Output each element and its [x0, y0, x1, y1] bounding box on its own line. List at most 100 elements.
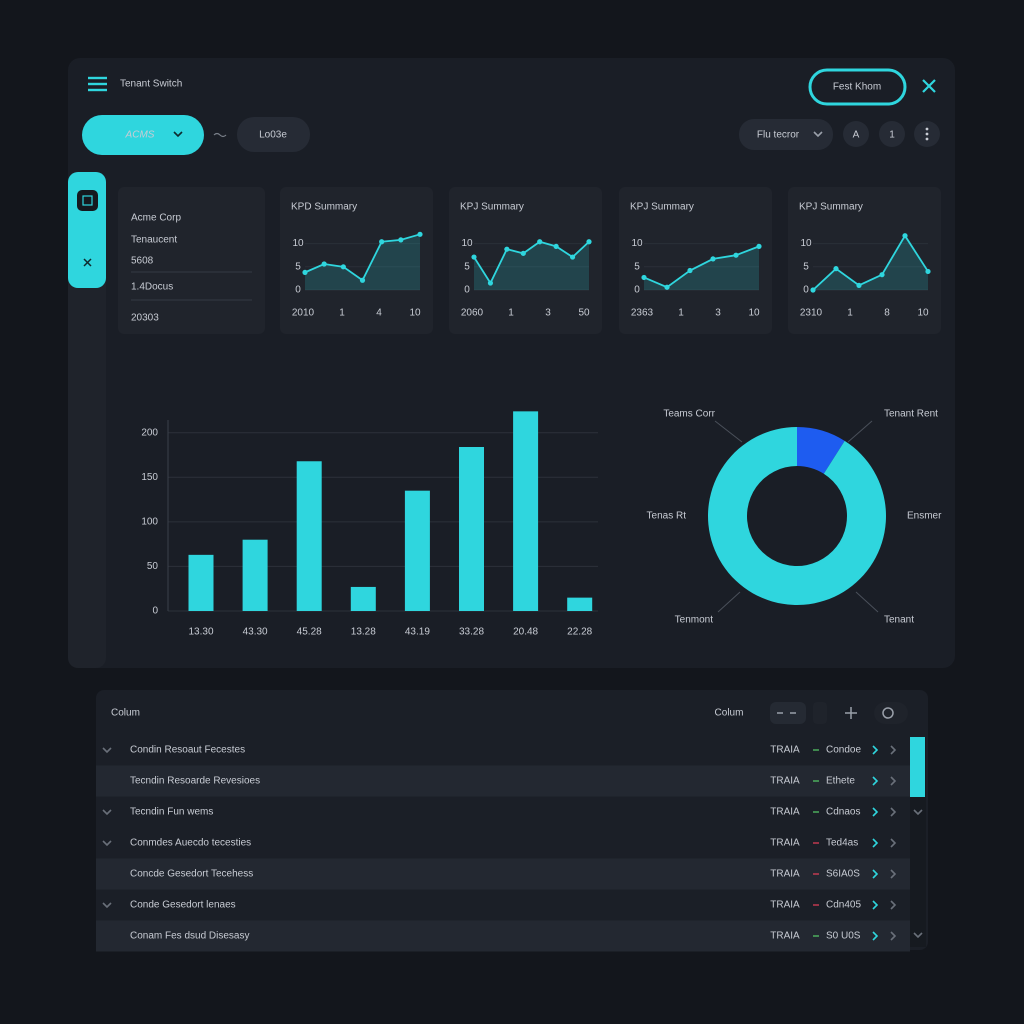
- menu-icon-line: [88, 88, 107, 92]
- menu-icon-line: [88, 76, 107, 80]
- kpi-x-label: 8: [884, 308, 890, 319]
- kpi-point: [641, 274, 647, 281]
- row-chevron: [872, 931, 879, 941]
- kpi-area: [644, 246, 759, 290]
- tenant-select[interactable]: [82, 115, 204, 155]
- filter-select[interactable]: [739, 119, 833, 150]
- donut-annotation: Tenas Rt: [647, 511, 687, 522]
- leader-line: [855, 591, 879, 613]
- filter-label: Flu tecror: [757, 130, 800, 141]
- donut-segment: [797, 427, 845, 474]
- y-tick-label: 200: [141, 427, 158, 438]
- kpi-point: [810, 287, 816, 293]
- sidebar-close[interactable]: [83, 258, 92, 267]
- row-chevron-muted: [890, 869, 897, 879]
- row-name: Tecndin Fun wems: [130, 807, 213, 818]
- tenant-select-chevron: [173, 131, 183, 138]
- table-control-ring: [882, 707, 894, 719]
- kpi-point: [664, 284, 670, 290]
- kpi-point: [833, 266, 839, 272]
- kpi-point: [417, 231, 423, 237]
- kpi-x-label: 1: [339, 308, 345, 319]
- donut-annotation: Teams Corr: [663, 409, 715, 420]
- kpi-point: [569, 254, 576, 260]
- kpi-point: [537, 239, 543, 245]
- table-control[interactable]: [770, 702, 806, 724]
- kpi-y-tick-label: 5: [803, 261, 809, 272]
- kpi-card: [619, 187, 772, 334]
- kpi-card: [449, 187, 602, 334]
- table-control[interactable]: [813, 702, 827, 724]
- table-row[interactable]: [96, 858, 910, 890]
- search-label: Lo03e: [259, 130, 287, 141]
- kpi-card: [280, 187, 433, 334]
- kpi-x-label: 4: [376, 308, 382, 319]
- kpi-point: [487, 280, 494, 286]
- row-code: TRAIA: [770, 776, 800, 787]
- kpi-point: [302, 269, 308, 275]
- x-tick-label: 20.48: [513, 627, 538, 638]
- kpi-x-label: 1: [847, 308, 853, 319]
- bar: [188, 554, 214, 611]
- row-name: Condin Resoaut Fecestes: [130, 745, 245, 756]
- kpi-x-label: 50: [578, 308, 590, 319]
- row-status: Cdnaos: [826, 807, 860, 818]
- scroll-arrow: [913, 809, 923, 816]
- kpi-point: [520, 250, 526, 256]
- scroll-thumb[interactable]: [910, 737, 925, 797]
- tenant-name: Acme Corp: [131, 213, 181, 224]
- x-tick-label: 13.28: [351, 627, 376, 638]
- kpi-point: [856, 282, 862, 288]
- kpi-x-label: 3: [545, 308, 551, 319]
- table-control[interactable]: [874, 702, 908, 724]
- kpi-x-label: 10: [748, 308, 760, 319]
- icon-button[interactable]: [843, 121, 869, 147]
- table-title: Colum: [111, 708, 140, 719]
- y-tick-label: 100: [141, 517, 158, 528]
- row-expand: [102, 747, 112, 754]
- more-dot: [925, 132, 929, 136]
- table-row[interactable]: [96, 765, 910, 797]
- kpi-x-label: 2010: [292, 308, 315, 319]
- kpi-point: [733, 252, 739, 258]
- row-status: Condoe: [826, 745, 861, 756]
- kpi-line: [812, 233, 929, 291]
- kpi-area: [474, 241, 589, 290]
- search-pill[interactable]: [237, 117, 310, 152]
- table-row[interactable]: [96, 796, 910, 828]
- kpi-point: [321, 261, 327, 267]
- kpi-point: [553, 243, 559, 249]
- table-row[interactable]: [96, 827, 910, 859]
- bar: [567, 597, 593, 611]
- kpi-x-label: 2310: [800, 308, 823, 319]
- add-icon[interactable]: [845, 707, 857, 719]
- icon-button[interactable]: [879, 121, 905, 147]
- action-button[interactable]: [808, 68, 907, 106]
- kpi-point: [710, 256, 716, 262]
- kpi-title: KPJ Summary: [630, 202, 694, 213]
- row-chevron: [872, 838, 879, 848]
- tenant-line: 5608: [131, 256, 154, 267]
- bar: [350, 586, 376, 611]
- x-tick-label: 43.30: [243, 627, 268, 638]
- kpi-area: [305, 234, 420, 290]
- row-name: Conam Fes dsud Disesasy: [130, 931, 250, 942]
- table-row[interactable]: [96, 920, 910, 952]
- close-icon[interactable]: [922, 79, 936, 93]
- y-tick-label: 150: [141, 472, 158, 483]
- row-code: TRAIA: [770, 931, 800, 942]
- icon-button-label: A: [853, 130, 860, 141]
- x-tick-label: 45.28: [297, 627, 322, 638]
- table-row[interactable]: [96, 889, 910, 921]
- x-tick-label: 33.28: [459, 627, 484, 638]
- sidebar-active[interactable]: [68, 172, 106, 288]
- kpi-area: [813, 235, 928, 290]
- kpi-x-label: 2060: [461, 308, 484, 319]
- kpi-point: [504, 246, 510, 252]
- row-expand: [102, 809, 112, 816]
- row-chevron-muted: [890, 931, 897, 941]
- kpi-y-tick-label: 10: [631, 238, 643, 249]
- row-name: Tecndin Resoarde Revesioes: [130, 776, 260, 787]
- row-expand: [102, 840, 112, 847]
- table-row[interactable]: [96, 734, 910, 766]
